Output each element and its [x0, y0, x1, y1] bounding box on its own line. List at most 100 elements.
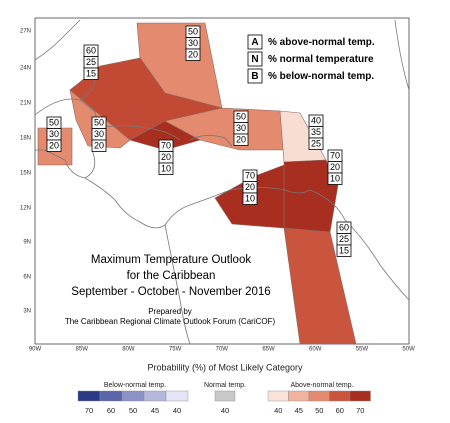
- key-letter: A: [251, 37, 258, 48]
- lat-label: 24N: [20, 66, 31, 72]
- key-box: [247, 51, 263, 67]
- lon-label: 85W: [76, 347, 89, 353]
- value-box: [46, 139, 62, 152]
- region-value: 15: [339, 246, 349, 256]
- lon-label: 65W: [262, 347, 275, 353]
- legend-swatch: [329, 390, 351, 402]
- legend-step-value: 50: [315, 406, 323, 415]
- lat-label: 12N: [20, 206, 31, 212]
- lon-label: 90W: [29, 347, 42, 353]
- region-value: 10: [161, 164, 171, 174]
- map-title: September - October - November 2016: [71, 286, 270, 298]
- key-box: [247, 68, 263, 84]
- region-value: 60: [339, 223, 349, 233]
- legend-swatch: [214, 390, 236, 402]
- legend-group-name: Above-normal temp.: [290, 382, 353, 389]
- region-value: 20: [330, 162, 340, 172]
- coastline: [84, 177, 410, 301]
- legend-step-value: 70: [356, 406, 364, 415]
- region-value: 40: [311, 116, 321, 126]
- legend-step-value: 45: [295, 406, 303, 415]
- region-value: 70: [330, 151, 340, 161]
- key-box: [247, 34, 263, 50]
- legend-step-value: 40: [173, 406, 181, 415]
- lon-label: 75W: [169, 347, 182, 353]
- legend-swatch: [308, 390, 330, 402]
- coastline: [99, 125, 181, 141]
- region-value: 50: [188, 27, 198, 37]
- legend-step-value: 45: [151, 406, 159, 415]
- coastline: [189, 135, 233, 147]
- legend-step-value: 60: [336, 406, 344, 415]
- coastline: [394, 19, 410, 91]
- legend-step-value: 60: [107, 406, 115, 415]
- region-value: 30: [188, 38, 198, 48]
- lat-label: 3N: [23, 309, 31, 315]
- region-value: 20: [94, 141, 104, 151]
- legend-swatch: [99, 390, 123, 402]
- region-value: 25: [311, 139, 321, 149]
- lon-label: 60W: [309, 347, 322, 353]
- lat-label: 9N: [23, 240, 31, 246]
- value-box: [308, 137, 324, 150]
- coastlines: [34, 19, 410, 345]
- region-value: 50: [94, 118, 104, 128]
- value-box: [242, 192, 258, 205]
- region-value: 25: [339, 234, 349, 244]
- key-letter: B: [251, 71, 258, 82]
- lon-label: 80W: [122, 347, 135, 353]
- region-value: 10: [245, 194, 255, 204]
- value-box: [336, 244, 352, 257]
- lat-label: 6N: [23, 275, 31, 281]
- region-value: 10: [330, 174, 340, 184]
- legend-group-name: Below-normal temp.: [104, 382, 166, 389]
- region-layer: [37, 22, 357, 345]
- value-box: [158, 162, 174, 175]
- lat-label: 15N: [20, 171, 31, 177]
- region: [283, 227, 357, 345]
- legend-step-value: 70: [85, 406, 93, 415]
- legend-title: Probability (%) of Most Likely Category: [147, 362, 303, 372]
- region-value: 30: [94, 129, 104, 139]
- region-value: 50: [49, 118, 59, 128]
- value-box: [83, 67, 99, 80]
- key-text: % above-normal temp.: [268, 37, 375, 48]
- value-box: [233, 133, 249, 146]
- key-letter: N: [251, 54, 258, 65]
- map-title: for the Caribbean: [127, 270, 216, 282]
- region-value: 15: [86, 69, 96, 79]
- legend-swatch: [77, 390, 101, 402]
- coastline: [164, 224, 191, 345]
- coastline: [34, 19, 81, 61]
- legend-swatch: [288, 390, 310, 402]
- region-value: 20: [236, 135, 246, 145]
- legend-swatch: [165, 390, 189, 402]
- region-value: 20: [245, 182, 255, 192]
- legend-step-value: 50: [129, 406, 137, 415]
- map-credit: The Caribbean Regional Climate Outlook F…: [65, 317, 276, 326]
- legend-group-name: Normal temp.: [204, 382, 246, 389]
- legend-swatch: [267, 390, 289, 402]
- lat-label: 18N: [20, 136, 31, 142]
- region-value: 20: [49, 141, 59, 151]
- legend-swatch: [121, 390, 145, 402]
- region-value: 60: [86, 46, 96, 56]
- region-value: 70: [245, 171, 255, 181]
- map-title: Maximum Temperature Outlook: [91, 254, 251, 266]
- value-box: [327, 172, 343, 185]
- legend-step-value: 40: [221, 406, 229, 415]
- region-value: 50: [236, 112, 246, 122]
- region-value: 35: [311, 127, 321, 137]
- value-box: [91, 139, 107, 152]
- legend-swatch: [349, 390, 371, 402]
- key-text: % normal temperature: [268, 54, 374, 65]
- region-value: 70: [161, 141, 171, 151]
- legend-step-value: 40: [274, 406, 282, 415]
- value-box: [185, 48, 201, 61]
- region-value: 25: [86, 57, 96, 67]
- lat-label: 27N: [20, 29, 31, 35]
- lon-label: 55W: [356, 347, 369, 353]
- lon-label: 50W: [402, 347, 415, 353]
- key-text: % below-normal temp.: [268, 71, 374, 82]
